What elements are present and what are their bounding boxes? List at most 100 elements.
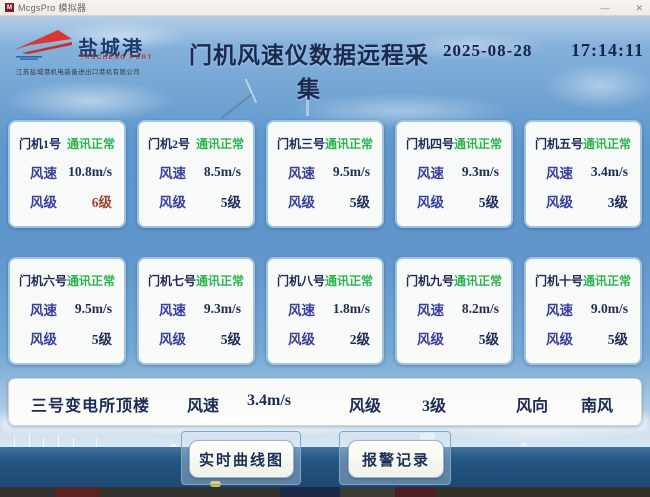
comm-status-badge: 通讯正常: [325, 137, 374, 151]
distant-turbine: [29, 434, 30, 447]
wind-level-label: 风级: [288, 332, 315, 347]
crane-name: 门机2号: [148, 137, 191, 151]
wind-speed-value: 8.5m/s: [203, 163, 241, 179]
wind-speed-value: 9.3m/s: [203, 300, 241, 316]
substation-name: 三号变电所顶楼: [31, 398, 151, 415]
wind-direction-label: 风向: [516, 398, 549, 415]
comm-status-badge: 通讯正常: [196, 274, 245, 288]
wind-speed-label: 风速: [546, 302, 573, 318]
comm-status-badge: 通讯正常: [325, 274, 374, 288]
wind-level-label: 风级: [546, 332, 573, 347]
wind-speed-label: 风速: [30, 302, 57, 318]
wind-speed-label: 风速: [30, 165, 57, 181]
crane-name: 门机八号: [277, 274, 326, 288]
page-title: 门机风速仪数据远程采集: [189, 43, 429, 102]
wind-level-label: 风级: [159, 195, 186, 210]
distant-turbine: [73, 438, 74, 447]
crane-name: 门机四号: [406, 137, 455, 151]
wind-speed-label: 风速: [417, 165, 444, 181]
time-display: 17:14:11: [571, 40, 644, 60]
wind-level-label: 风级: [417, 332, 444, 347]
crane-panel: 门机2号 通讯正常 风速 8.5m/s 风级 5级: [137, 120, 255, 228]
wind-level-value: 5级: [220, 332, 241, 347]
crane-panel: 门机四号 通讯正常 风速 9.3m/s 风级 5级: [395, 120, 513, 228]
crane-panel: 门机五号 通讯正常 风速 3.4m/s 风级 3级: [524, 120, 642, 228]
crane-panel: 门机九号 通讯正常 风速 8.2m/s 风级 5级: [395, 257, 513, 365]
wind-speed-label: 风速: [288, 302, 315, 318]
wind-level-value: 3级: [607, 195, 628, 210]
close-icon[interactable]: ✕: [635, 2, 643, 13]
crane-name: 门机五号: [535, 137, 584, 151]
wind-speed-value: 8.2m/s: [461, 300, 499, 316]
wind-speed-value: 9.5m/s: [332, 163, 370, 179]
wind-speed-label: 风速: [159, 302, 186, 318]
wind-turbine-tower: [306, 94, 309, 116]
window-title: McgsPro 模拟器: [18, 3, 87, 13]
crane-panel: 门机六号 通讯正常 风速 9.5m/s 风级 5级: [8, 257, 126, 365]
wind-level-label: 风级: [30, 332, 57, 347]
wind-speed-value: 10.8m/s: [68, 163, 112, 179]
distant-ship: [521, 443, 527, 446]
wind-level-value: 2级: [349, 332, 370, 347]
window-titlebar: M McgsPro 模拟器 — ✕: [0, 0, 650, 16]
minimize-icon[interactable]: —: [600, 2, 610, 13]
crane-panel: 门机十号 通讯正常 风速 9.0m/s 风级 5级: [524, 257, 642, 365]
comm-status-badge: 通讯正常: [67, 274, 116, 288]
substation-bar: 三号变电所顶楼 风速 3.4m/s 风级 3级 风向 南风: [8, 378, 642, 426]
realtime-curve-button[interactable]: 实时曲线图: [189, 440, 294, 478]
comm-status-badge: 通讯正常: [454, 274, 503, 288]
crane-name: 门机十号: [535, 274, 584, 288]
crane-panel: 门机三号 通讯正常 风速 9.5m/s 风级 5级: [266, 120, 384, 228]
crane-name: 门机1号: [19, 137, 62, 151]
sky-background: [0, 16, 650, 447]
logo-company-line: 江苏盐城港机电装备进出口港机有限公司: [16, 69, 141, 76]
port-logo: 盐城港 YANCHENG PORT 江苏盐城港机电装备进出口港机有限公司: [14, 28, 179, 80]
wind-level-label: 风级: [546, 195, 573, 210]
logo-swoosh-icon: [14, 30, 72, 60]
wind-level-value: 5级: [349, 195, 370, 210]
wind-level-value: 5级: [220, 195, 241, 210]
distant-turbine: [96, 438, 97, 447]
wind-speed-value: 9.5m/s: [74, 300, 112, 316]
wind-speed-label: 风速: [159, 165, 186, 181]
substation-wind-direction-value: 南风: [581, 398, 614, 415]
substation-wind-level-value: 3级: [422, 398, 447, 415]
comm-status-badge: 通讯正常: [583, 274, 632, 288]
alarm-record-button[interactable]: 报警记录: [348, 440, 444, 478]
wind-level-value: 5级: [91, 332, 112, 347]
comm-status-badge: 通讯正常: [454, 137, 503, 151]
crane-panel: 门机七号 通讯正常 风速 9.3m/s 风级 5级: [137, 257, 255, 365]
app-icon: M: [5, 3, 14, 12]
crane-name: 门机三号: [277, 137, 326, 151]
wind-level-label: 风级: [417, 195, 444, 210]
distant-ship: [171, 444, 176, 447]
crane-panel: 门机八号 通讯正常 风速 1.8m/s 风级 2级: [266, 257, 384, 365]
distant-turbine: [58, 435, 59, 447]
wind-level-label: 风级: [288, 195, 315, 210]
wind-speed-value: 9.3m/s: [461, 163, 499, 179]
comm-status-badge: 通讯正常: [583, 137, 632, 151]
crane-panels-grid: 门机1号 通讯正常 风速 10.8m/s 风级 6级 门机2号 通讯正常 风速 …: [8, 120, 642, 365]
ship: [420, 433, 435, 442]
distant-turbine: [14, 436, 15, 447]
wind-speed-value: 1.8m/s: [332, 300, 370, 316]
wind-level-value: 5级: [607, 332, 628, 347]
distant-turbine: [43, 437, 44, 447]
logo-name-cn: 盐城港: [78, 38, 144, 60]
wind-speed-label: 风速: [546, 165, 573, 181]
wind-speed-value: 9.0m/s: [590, 300, 628, 316]
wind-level-value: 5级: [478, 332, 499, 347]
wind-level-label: 风级: [159, 332, 186, 347]
sea-background: [0, 447, 650, 487]
wind-level-label: 风级: [349, 398, 382, 415]
wind-speed-label: 风速: [288, 165, 315, 181]
wind-level-label: 风级: [30, 195, 57, 210]
wind-speed-label: 风速: [187, 398, 220, 415]
wind-speed-value: 3.4m/s: [590, 163, 628, 179]
crane-name: 门机七号: [148, 274, 197, 288]
crane-name: 门机六号: [19, 274, 68, 288]
wind-level-value: 6级: [91, 195, 112, 210]
wind-speed-label: 风速: [417, 302, 444, 318]
comm-status-badge: 通讯正常: [195, 137, 244, 151]
